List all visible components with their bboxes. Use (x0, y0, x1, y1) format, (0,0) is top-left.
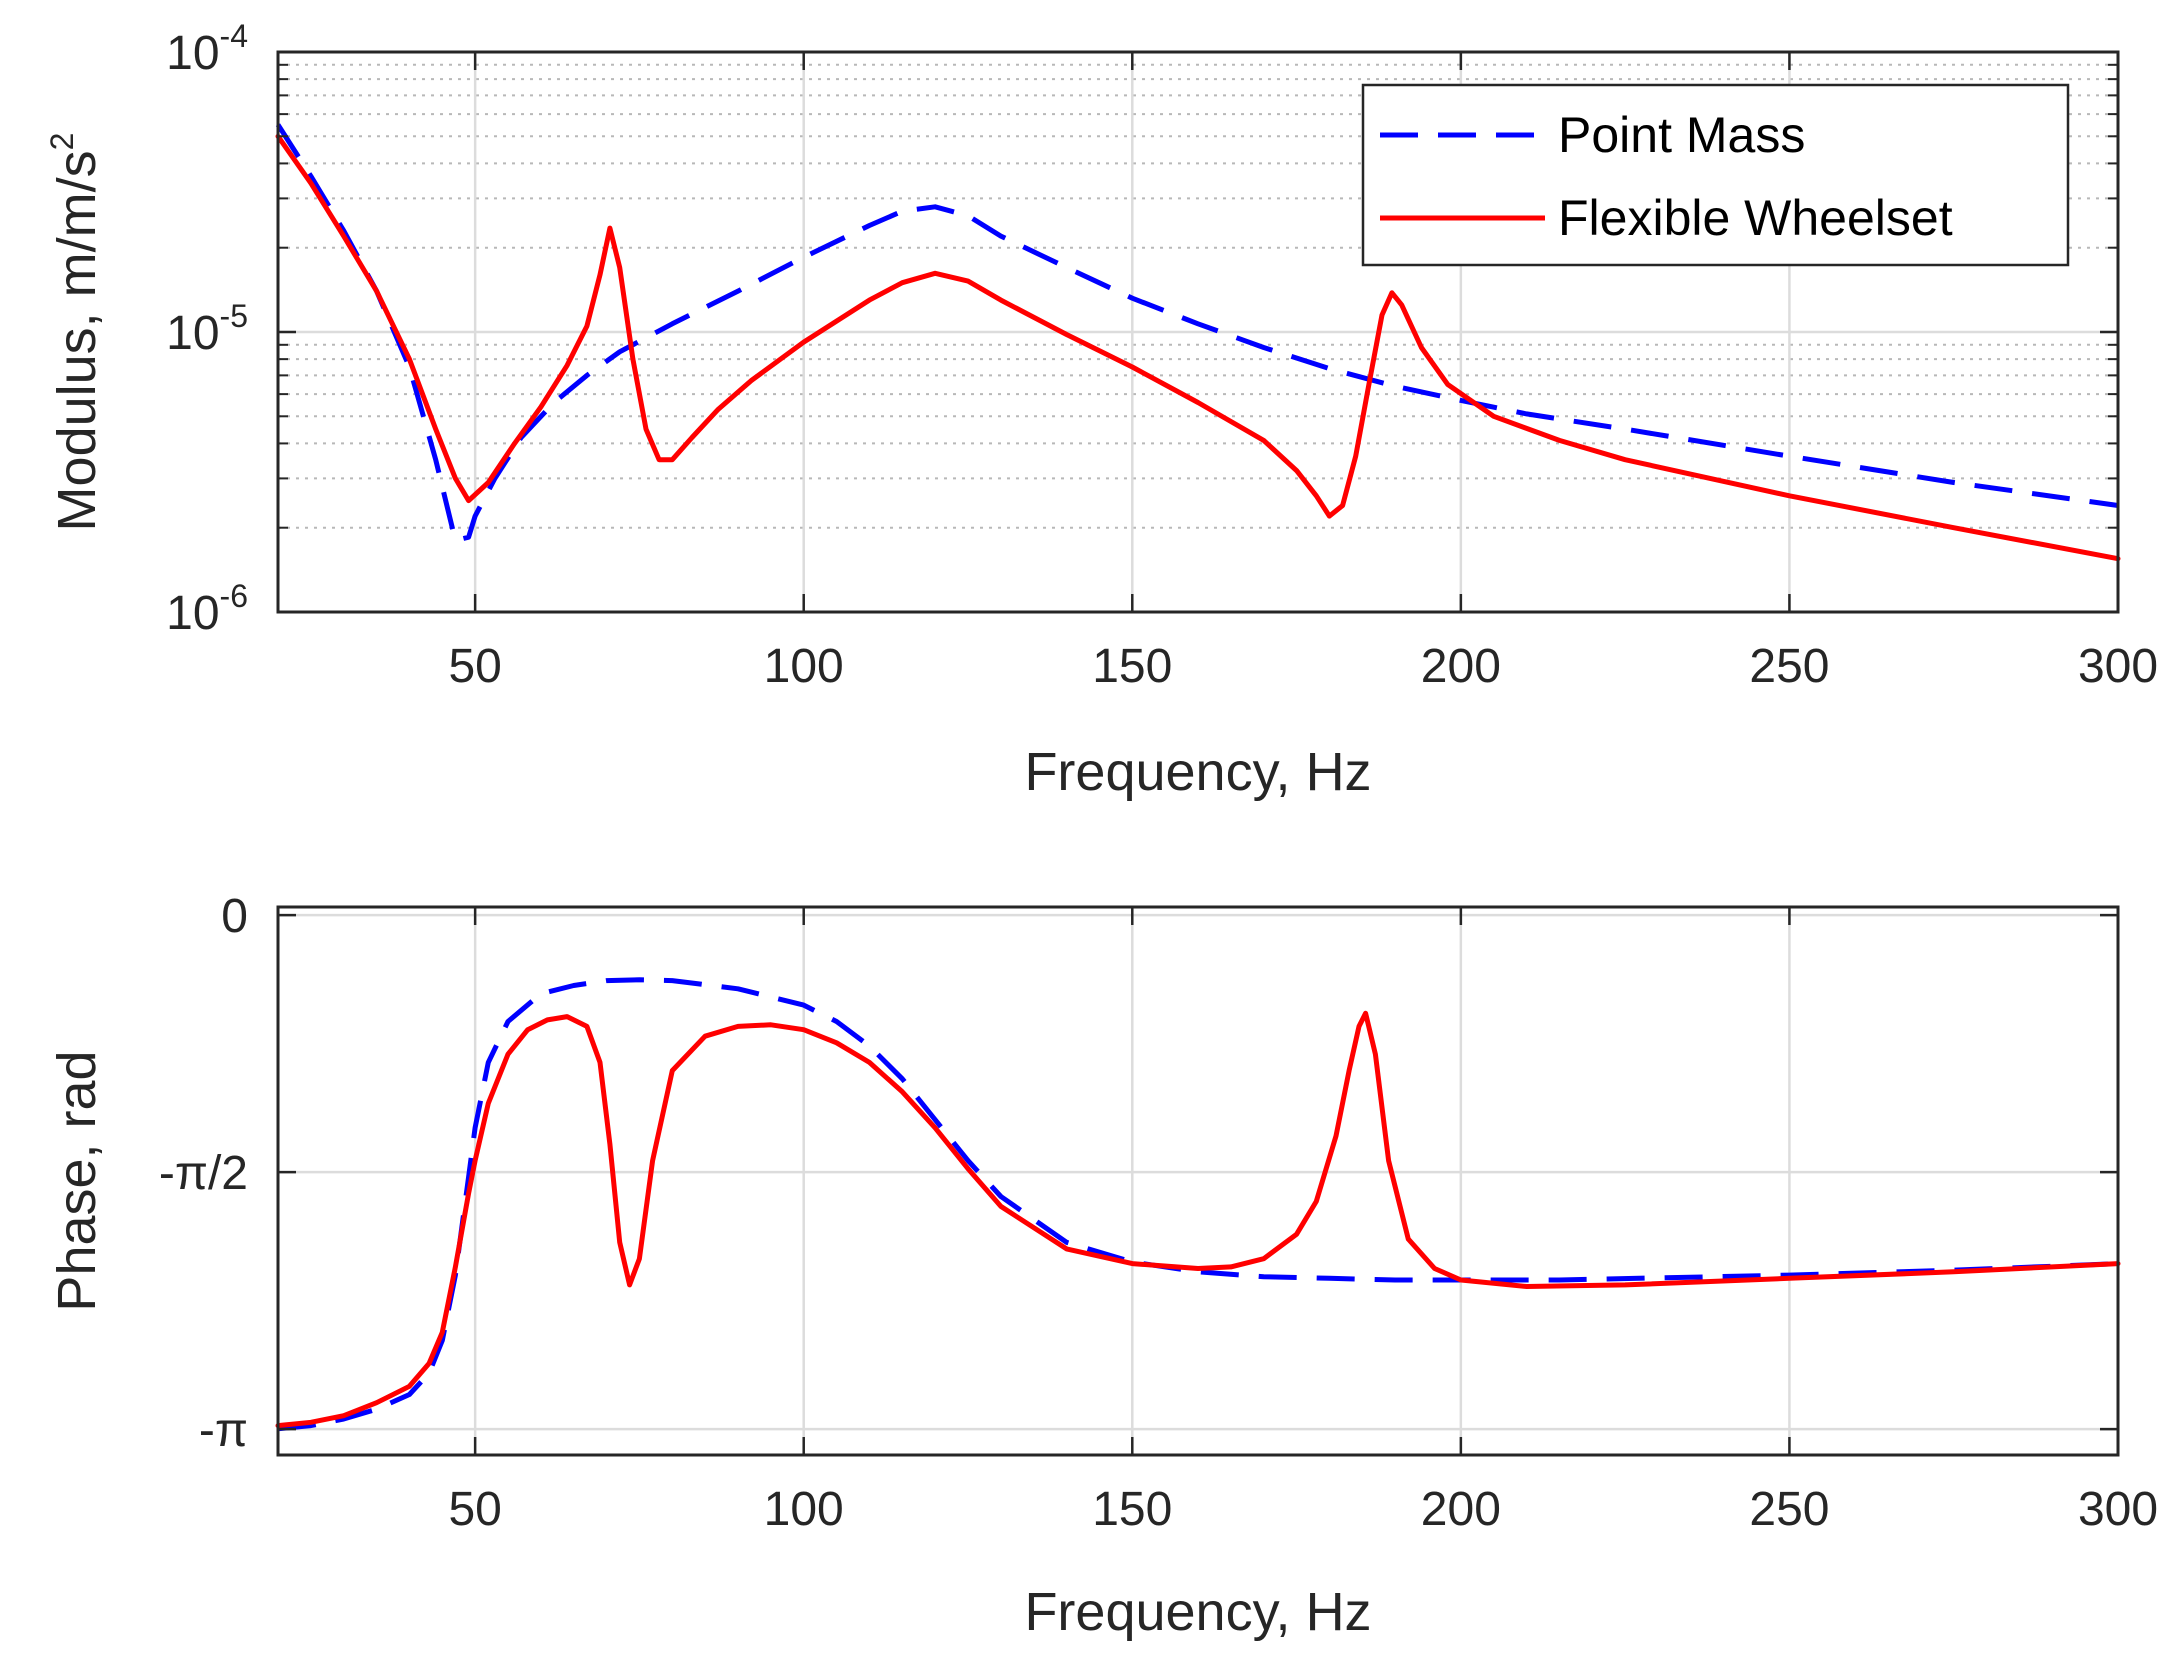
modulus-series (275, 123, 2121, 562)
phase-axes-box (276, 905, 2120, 1457)
phase-y-tick-label: 0 (221, 890, 248, 943)
modulus-y-tick-label: 10-4 (166, 18, 248, 80)
phase-panel: 50 100 150 200 250 300 0-π/2-π Frequency, Hz … (47, 890, 2158, 1642)
phase-x-tick-label: 150 (1092, 1483, 1172, 1536)
modulus-y-axis-title: Modulus, m/m/s2 (44, 133, 107, 532)
phase-x-tick-label: 300 (2078, 1483, 2158, 1536)
modulus-x-axis-title: Frequency, Hz (1024, 742, 1371, 802)
phase-series-point-mass (277, 977, 2119, 1432)
legend-box (1361, 83, 2070, 267)
modulus-series-flexible-wheelset (275, 133, 2121, 562)
legend-flexible-wheelset-label: Flexible Wheelset (1558, 190, 1953, 246)
legend: Point Mass Flexible Wheelset (1361, 83, 2070, 267)
modulus-y-tick-labels: 10-6 10-5 10-4 (166, 18, 248, 640)
modulus-x-tick-label: 200 (1421, 640, 1501, 693)
phase-y-tick-labels: 0 -π/2 -π (159, 890, 248, 1457)
phase-grid (278, 907, 2118, 1455)
phase-series (275, 977, 2121, 1432)
modulus-panel: 50 100 150 200 250 300 10-6 10-5 10-4 Frequency… (44, 18, 2158, 802)
phase-y-axis-title: Phase, rad (47, 1050, 107, 1311)
phase-ticks (278, 907, 2120, 1455)
phase-x-tick-label: 200 (1421, 1483, 1501, 1536)
modulus-series-point-mass (275, 123, 2119, 543)
modulus-y-tick-label: 10-6 (166, 578, 248, 640)
phase-series-flexible-wheelset (275, 1010, 2121, 1429)
modulus-x-tick-labels: 50 100 150 200 250 300 (448, 640, 2158, 693)
modulus-x-tick-label: 250 (1749, 640, 1829, 693)
modulus-x-tick-label: 100 (764, 640, 844, 693)
phase-x-axis-title: Frequency, Hz (1024, 1582, 1371, 1642)
modulus-x-tick-label: 150 (1092, 640, 1172, 693)
modulus-y-tick-label: 10-5 (166, 298, 248, 360)
phase-x-tick-label: 250 (1749, 1483, 1829, 1536)
phase-x-tick-label: 50 (448, 1483, 501, 1536)
phase-y-tick-label: -π (199, 1404, 248, 1457)
modulus-ticks (278, 50, 2120, 614)
modulus-x-tick-label: 50 (448, 640, 501, 693)
phase-x-tick-label: 100 (764, 1483, 844, 1536)
phase-y-tick-label: -π/2 (159, 1147, 248, 1200)
modulus-x-tick-label: 300 (2078, 640, 2158, 693)
legend-point-mass-label: Point Mass (1558, 107, 1805, 163)
phase-x-tick-labels: 50 100 150 200 250 300 (448, 1483, 2158, 1536)
